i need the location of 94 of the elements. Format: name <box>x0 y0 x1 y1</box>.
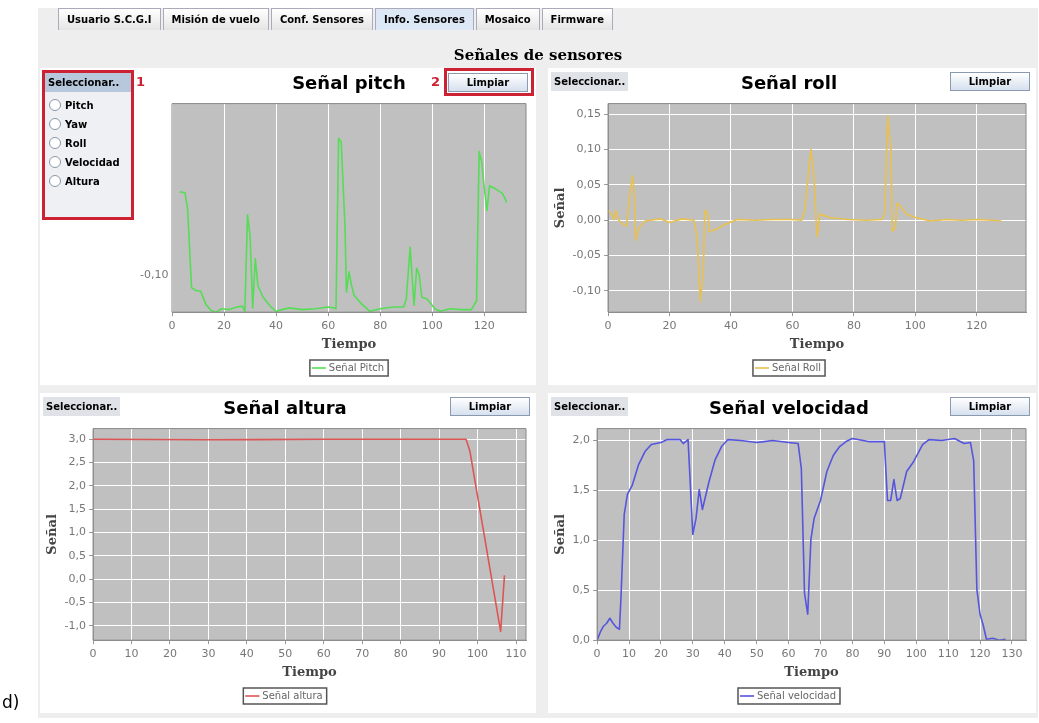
x-tick-label: 20 <box>162 646 177 660</box>
y-tick-label: 0,0 <box>68 572 87 585</box>
x-tick-label: 90 <box>877 646 892 660</box>
x-tick-label: 40 <box>717 646 732 660</box>
y-tick-label: 1,5 <box>68 502 87 516</box>
x-tick-label: 80 <box>393 646 408 660</box>
x-tick-label: 120 <box>969 646 991 660</box>
x-tick-label: 10 <box>622 646 637 660</box>
y-tick-label: 2,0 <box>572 433 591 447</box>
x-axis-title: Tiempo <box>789 335 845 351</box>
x-tick-label: 60 <box>781 646 796 660</box>
x-axis-title: Tiempo <box>282 663 338 679</box>
x-tick-label: 100 <box>421 318 443 332</box>
y-tick-label: -0,05 <box>572 248 602 262</box>
select-dropdown: Seleccionar.. Pitch Yaw Roll Velocidad Altura <box>42 70 134 220</box>
x-axis-title: Tiempo <box>784 663 840 679</box>
chart-title: Señal altura <box>223 397 347 419</box>
y-tick-label: -0,5 <box>64 595 87 609</box>
select-dropdown: Seleccionar.. <box>551 72 629 91</box>
legend-label: Señal Roll <box>771 361 822 373</box>
x-tick-label: 20 <box>662 318 677 332</box>
tab: Info. Sensores <box>374 8 474 30</box>
legend-label: Señal velocidad <box>757 689 837 701</box>
x-tick-label: 30 <box>201 646 216 660</box>
y-tick-label: 0,15 <box>576 107 602 121</box>
x-tick-label: 0 <box>593 646 601 660</box>
tab: Mosaico <box>475 8 540 30</box>
tab: Misión de vuelo <box>162 8 269 30</box>
y-axis-title: Señal <box>44 514 60 555</box>
x-tick-label: 0 <box>89 646 97 660</box>
y-tick-label: 0,10 <box>576 142 602 156</box>
tab: Conf. Sensores <box>270 8 373 30</box>
text: -0,10 <box>140 268 169 281</box>
text: 2 <box>430 74 440 89</box>
x-tick-label: 40 <box>239 646 254 660</box>
text: 1 <box>136 74 146 89</box>
x-tick-label: 80 <box>846 318 861 332</box>
y-tick-label: 2,5 <box>68 455 87 469</box>
text: d) <box>2 692 20 712</box>
x-tick-label: 60 <box>785 318 800 332</box>
x-tick-label: 120 <box>473 318 495 332</box>
x-tick-label: 110 <box>937 646 959 660</box>
y-tick-label: 0,5 <box>572 583 591 597</box>
y-tick-label: 2,0 <box>68 478 87 492</box>
y-tick-label: 3,0 <box>68 432 87 446</box>
select-dropdown: Seleccionar.. <box>551 397 629 416</box>
select-dropdown: Seleccionar.. <box>43 397 121 416</box>
y-tick-label: 1,0 <box>572 533 591 547</box>
x-tick-label: 0 <box>604 318 612 332</box>
x-tick-label: 90 <box>432 646 447 660</box>
y-tick-label: 0,00 <box>576 213 602 227</box>
y-tick-label: 1,5 <box>572 483 591 497</box>
x-tick-label: 100 <box>467 646 489 660</box>
tab: Usuario S.C.G.I <box>58 8 161 30</box>
x-tick-label: 40 <box>269 318 284 332</box>
chart-title: Señal velocidad <box>709 397 869 419</box>
y-axis-title: Señal <box>552 187 568 229</box>
x-tick-label: 80 <box>373 318 388 332</box>
x-tick-label: 20 <box>217 318 232 332</box>
x-tick-label: 60 <box>321 318 336 332</box>
x-tick-label: 10 <box>124 646 139 660</box>
x-axis-title: Tiempo <box>321 335 377 351</box>
y-axis-title: Señal <box>552 514 568 555</box>
x-tick-label: 100 <box>904 318 926 332</box>
x-tick-label: 110 <box>505 646 527 660</box>
legend-label: Señal Pitch <box>328 361 385 373</box>
clear-button: Limpiar <box>448 73 528 92</box>
clear-button: Limpiar <box>950 397 1030 416</box>
x-tick-label: 0 <box>168 318 176 332</box>
x-tick-label: 130 <box>1001 646 1023 660</box>
tab: Firmware <box>541 8 613 30</box>
x-tick-label: 50 <box>749 646 764 660</box>
x-tick-label: 50 <box>278 646 293 660</box>
y-tick-label: 1,0 <box>68 525 87 539</box>
clear-button: Limpiar <box>450 397 530 416</box>
x-tick-label: 80 <box>845 646 860 660</box>
y-tick-label: -1,0 <box>64 618 87 632</box>
x-tick-label: 40 <box>723 318 738 332</box>
x-tick-label: 20 <box>653 646 668 660</box>
chart-title: Señal roll <box>740 72 838 94</box>
clear-button: Limpiar <box>950 72 1030 91</box>
y-tick-label: 0,05 <box>576 177 602 191</box>
x-tick-label: 120 <box>966 318 988 332</box>
x-tick-label: 60 <box>316 646 331 660</box>
y-tick-label: 0,5 <box>68 548 87 562</box>
legend-label: Señal altura <box>262 689 323 701</box>
text: Señales de sensores <box>452 46 624 64</box>
chart-title: Señal pitch <box>292 72 406 94</box>
x-tick-label: 70 <box>813 646 828 660</box>
x-tick-label: 70 <box>355 646 370 660</box>
y-tick-label: -0,10 <box>572 283 602 297</box>
y-tick-label: 0,0 <box>572 633 591 647</box>
x-tick-label: 30 <box>685 646 700 660</box>
x-tick-label: 100 <box>905 646 927 660</box>
